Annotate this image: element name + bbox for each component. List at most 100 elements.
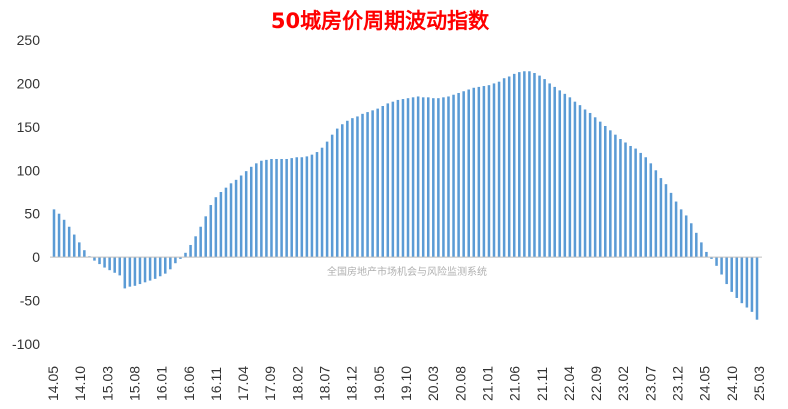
x-tick-label: 19.05 [371, 366, 387, 401]
bar [123, 257, 127, 289]
bar [604, 125, 607, 258]
bar [366, 112, 369, 258]
bar [381, 106, 385, 258]
bar [421, 97, 425, 258]
y-tick-label: 250 [17, 32, 41, 48]
x-tick-label: 17.09 [262, 366, 278, 401]
bar [270, 158, 273, 258]
bar [593, 117, 597, 258]
x-tick-label: 21.11 [534, 367, 550, 401]
bar [573, 101, 577, 258]
bar [174, 257, 177, 264]
bar [710, 257, 713, 259]
bar [371, 110, 374, 258]
bar [209, 205, 213, 258]
bar [457, 92, 460, 258]
x-tick-label: 23.07 [642, 366, 658, 401]
x-tick-label: 15.08 [126, 366, 142, 401]
bar [740, 257, 744, 304]
x-tick-label: 23.02 [615, 366, 631, 401]
bar [518, 72, 521, 258]
bar [735, 257, 739, 298]
bar [315, 152, 319, 258]
bar [659, 178, 663, 258]
x-tick-label: 17.04 [235, 366, 251, 401]
x-tick-label: 22.09 [588, 366, 604, 401]
watermark: 全国房地产市场机会与风险监测系统 [327, 265, 487, 278]
bar [199, 226, 202, 258]
bar [158, 257, 162, 277]
x-tick-label: 23.12 [670, 366, 686, 401]
bar [664, 184, 668, 258]
bar [169, 257, 172, 270]
bar [128, 257, 132, 287]
bar [214, 197, 218, 258]
bar [406, 98, 410, 258]
bar [148, 257, 152, 281]
bar [62, 219, 66, 258]
x-tick-label: 22.04 [561, 366, 577, 401]
y-tick-label: 50 [24, 206, 40, 222]
bar [730, 257, 733, 292]
x-tick-label: 14.05 [45, 366, 61, 401]
bar [265, 159, 268, 258]
bar [189, 244, 192, 258]
bar [113, 257, 116, 273]
x-tick-label: 21.06 [507, 366, 523, 401]
bar [482, 86, 486, 258]
bar [260, 160, 263, 258]
bar [376, 108, 379, 258]
bar [725, 257, 728, 285]
bar [528, 71, 531, 258]
x-tick-label: 16.06 [181, 366, 197, 401]
bar [164, 257, 167, 274]
bar [624, 142, 627, 258]
bar [280, 158, 283, 258]
bar [229, 183, 233, 258]
bar [553, 86, 556, 258]
x-tick-label: 14.10 [72, 366, 88, 401]
bar [614, 134, 617, 258]
bar [57, 213, 61, 258]
bar [452, 94, 455, 258]
bar [396, 99, 400, 258]
bar [285, 158, 288, 258]
bar [300, 157, 304, 258]
y-tick-label: 100 [17, 162, 41, 178]
bar [679, 209, 683, 258]
bar [629, 145, 632, 258]
bar [325, 141, 329, 258]
bar [330, 134, 334, 258]
bar [538, 75, 541, 258]
bar [351, 118, 354, 258]
bar [437, 98, 440, 258]
bar [750, 257, 754, 312]
bar [204, 216, 207, 258]
bar [492, 83, 496, 258]
bar [523, 71, 526, 258]
bar [249, 166, 253, 258]
bar [639, 152, 642, 258]
bar [153, 257, 157, 279]
bar [447, 96, 450, 258]
bar [426, 97, 430, 258]
bar [634, 148, 637, 258]
bar [512, 73, 516, 258]
y-tick-label: 200 [17, 75, 41, 91]
bar [416, 96, 420, 258]
bar [497, 81, 501, 258]
bar [548, 83, 551, 258]
bar [346, 120, 349, 258]
bar [442, 97, 445, 258]
x-tick-label: 21.01 [479, 366, 495, 401]
bar [98, 257, 101, 265]
bar [644, 157, 647, 258]
bar [669, 192, 673, 258]
x-axis-tick-labels: 14.05 14.10 15.03 15.08 16.01 16.06 16.11 17.04… [45, 366, 767, 401]
bar [224, 187, 228, 258]
x-tick-label: 24.05 [697, 366, 713, 401]
bar [219, 192, 223, 258]
chart-title: 50城房价周期波动指数 [271, 9, 490, 33]
bar [179, 257, 182, 259]
x-tick-label: 24.10 [724, 366, 740, 401]
